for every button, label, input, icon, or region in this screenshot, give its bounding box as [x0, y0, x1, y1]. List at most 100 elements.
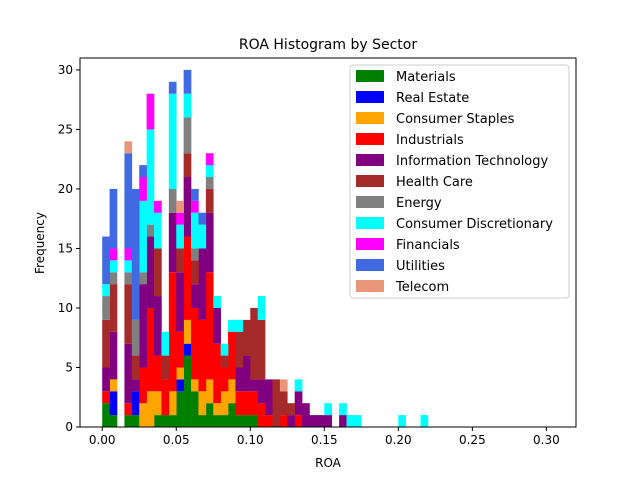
bar-utilities-bin-13: [198, 212, 207, 225]
y-tick-label: 30: [58, 63, 73, 77]
legend-swatch-financials: [356, 238, 384, 250]
bar-utilities-bin-1: [109, 188, 118, 249]
bar-financials-bin-7: [154, 200, 162, 213]
bar-real-estate-bin-10: [176, 379, 184, 392]
legend-label-health-care: Health Care: [396, 175, 473, 190]
bar-consumer-discretionary-bin-6: [146, 129, 155, 225]
bar-consumer-staples-bin-10: [176, 367, 184, 380]
bar-materials-bin-18: [235, 415, 244, 427]
bar-health-care-bin-19: [242, 319, 251, 356]
bar-information-technology-bin-10: [176, 272, 184, 332]
bar-consumer-discretionary-bin-3: [124, 260, 133, 273]
bar-health-care-bin-16: [220, 355, 229, 368]
bar-information-technology-bin-27: [302, 403, 310, 427]
y-tick-label: 20: [58, 182, 73, 196]
bar-industrials-bin-26: [294, 415, 303, 427]
bar-materials-bin-9: [168, 415, 177, 427]
legend-label-utilities: Utilities: [396, 259, 445, 274]
legend: Materials Real Estate Consumer Staples Indu…: [349, 64, 570, 299]
bar-consumer-discretionary-bin-43: [420, 415, 429, 427]
bar-information-technology-bin-6: [146, 236, 155, 308]
bar-industrials-bin-19: [242, 391, 251, 416]
bar-energy-bin-3: [124, 272, 133, 285]
bar-consumer-discretionary-bin-5: [139, 200, 147, 273]
bar-utilities-bin-9: [168, 81, 177, 94]
legend-label-materials: Materials: [396, 70, 456, 85]
bar-industrials-bin-22: [265, 415, 273, 427]
bar-information-technology-bin-20: [250, 379, 258, 392]
bar-energy-bin-6: [146, 224, 155, 237]
chart-title: ROA Histogram by Sector: [239, 37, 417, 53]
bar-consumer-discretionary-bin-10: [176, 224, 184, 249]
legend-items: Materials Real Estate Consumer Staples Indu…: [356, 70, 553, 295]
bar-health-care-bin-14: [205, 188, 214, 213]
bar-consumer-staples-bin-17: [228, 379, 236, 404]
bar-industrials-bin-5: [139, 367, 147, 404]
bar-health-care-bin-21: [257, 319, 266, 380]
bar-health-care-bin-23: [272, 379, 281, 427]
bar-materials-bin-19: [242, 415, 251, 427]
bar-consumer-staples-bin-12: [191, 379, 199, 392]
bar-consumer-discretionary-bin-33: [346, 415, 355, 427]
bar-consumer-discretionary-bin-1: [109, 260, 118, 273]
bar-consumer-staples-bin-11: [183, 319, 192, 344]
bar-financials-bin-12: [191, 200, 199, 213]
bar-consumer-discretionary-bin-11: [183, 93, 192, 118]
bar-materials-bin-7: [154, 415, 162, 427]
bar-materials-bin-14: [205, 403, 214, 427]
bar-materials-bin-17: [228, 403, 236, 427]
bar-consumer-discretionary-bin-9: [168, 93, 177, 189]
bar-energy-bin-0: [102, 296, 110, 320]
legend-swatch-telecom: [356, 280, 384, 292]
legend-label-industrials: Industrials: [396, 133, 464, 148]
bar-consumer-staples-bin-7: [154, 391, 162, 416]
bar-consumer-discretionary-bin-7: [154, 212, 162, 249]
legend-swatch-real-estate: [356, 91, 384, 103]
bar-utilities-bin-5: [139, 165, 147, 178]
x-tick-label: 0.00: [89, 433, 116, 447]
bar-consumer-discretionary-bin-34: [353, 415, 362, 427]
bar-financials-bin-6: [146, 93, 155, 130]
bar-information-technology-bin-7: [154, 296, 162, 356]
legend-label-information-technology: Information Technology: [396, 154, 549, 169]
bar-consumer-discretionary-bin-13: [198, 224, 207, 249]
y-tick-label: 15: [58, 241, 73, 255]
bar-consumer-discretionary-bin-12: [191, 212, 199, 249]
x-tick-label: 0.10: [237, 433, 264, 447]
bar-energy-bin-14: [205, 177, 214, 189]
histogram-bars: [102, 69, 429, 427]
bar-industrials-bin-21: [257, 403, 266, 427]
legend-swatch-information-technology: [356, 154, 384, 166]
bar-information-technology-bin-4: [131, 379, 140, 392]
bar-information-technology-bin-5: [139, 284, 147, 368]
legend-swatch-health-care: [356, 175, 384, 187]
legend-label-telecom: Telecom: [395, 280, 449, 295]
bar-utilities-bin-0: [102, 236, 110, 285]
bar-consumer-discretionary-bin-26: [294, 379, 303, 392]
legend-swatch-energy: [356, 196, 384, 208]
bar-energy-bin-11: [183, 117, 192, 154]
bar-materials-bin-1: [109, 415, 118, 427]
bar-consumer-staples-bin-16: [220, 391, 229, 416]
bar-consumer-staples-bin-15: [213, 403, 221, 416]
bar-financials-bin-5: [139, 177, 147, 201]
bar-materials-bin-12: [191, 391, 199, 427]
bar-industrials-bin-14: [205, 272, 214, 380]
bar-industrials-bin-6: [146, 307, 155, 392]
bar-real-estate-bin-4: [131, 391, 140, 416]
bar-materials-bin-3: [124, 415, 133, 427]
bar-utilities-bin-4: [131, 188, 140, 320]
bar-consumer-staples-bin-14: [205, 379, 214, 404]
bar-industrials-bin-15: [213, 343, 221, 404]
bar-materials-bin-4: [131, 415, 140, 427]
bar-information-technology-bin-0: [102, 367, 110, 392]
bar-energy-bin-1: [109, 272, 118, 285]
bar-information-technology-bin-18: [235, 367, 244, 392]
bar-information-technology-bin-32: [339, 415, 347, 427]
bar-information-technology-bin-11: [183, 177, 192, 237]
bar-consumer-staples-bin-9: [168, 391, 177, 416]
bar-information-technology-bin-1: [109, 331, 118, 380]
bar-health-care-bin-3: [124, 284, 133, 344]
bar-industrials-bin-0: [102, 391, 110, 404]
bar-consumer-staples-bin-13: [198, 391, 207, 416]
